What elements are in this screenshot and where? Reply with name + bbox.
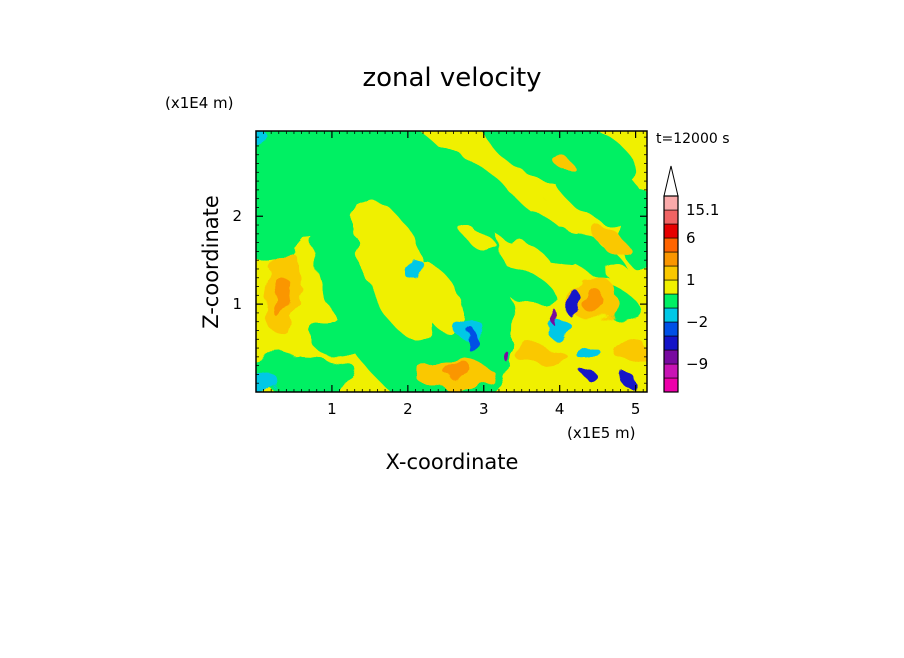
colorbar-level — [663, 349, 679, 365]
colorbar-level — [663, 335, 679, 351]
field-feature — [273, 278, 291, 318]
colorbar-level — [663, 251, 679, 267]
x-tick-label: 5 — [631, 400, 641, 418]
x-tick-label: 4 — [555, 400, 565, 418]
y-axis: 12 — [232, 136, 647, 384]
field-feature — [502, 350, 508, 360]
field-feature — [445, 364, 475, 380]
field-feature — [612, 340, 647, 360]
field-feature — [483, 262, 557, 308]
field-feature — [256, 357, 360, 392]
time-label: t=12000 s — [656, 131, 730, 147]
x-tick-label: 3 — [479, 400, 489, 418]
colorbar-level — [663, 195, 679, 211]
x-tick-label: 2 — [403, 400, 413, 418]
colorbar-level — [663, 209, 679, 225]
field-feature — [310, 312, 410, 358]
field-feature — [416, 262, 464, 338]
field-feature — [355, 199, 435, 341]
colorbar-level — [663, 223, 679, 239]
field-feature — [603, 263, 637, 287]
y-axis-label: Z-coordinate — [199, 195, 223, 329]
field-feature — [467, 328, 477, 352]
colorbar-level — [663, 265, 679, 281]
field-feature — [256, 131, 330, 263]
colorbar-level — [663, 279, 679, 295]
colorbar-level — [663, 377, 679, 393]
colorbar-label: −9 — [686, 355, 708, 373]
colorbar-label: −2 — [686, 313, 708, 331]
x-tick-label: 1 — [327, 400, 337, 418]
colorbar-level — [663, 321, 679, 337]
x-axis-label: X-coordinate — [386, 450, 519, 474]
colorbar-frame — [663, 195, 679, 393]
field-feature — [620, 190, 647, 270]
colorbar-label: 6 — [686, 229, 696, 247]
field-feature — [538, 198, 582, 232]
colorbar-level — [663, 237, 679, 253]
colorbar-label: 15.1 — [686, 201, 719, 219]
field-feature — [462, 227, 498, 253]
colorbar: 15.1 6 1 −2 −9 — [663, 165, 719, 393]
y-unit-label: (x1E4 m) — [165, 94, 234, 112]
field-feature — [573, 342, 597, 358]
colorbar-label: 1 — [686, 271, 696, 289]
field-feature — [554, 155, 646, 225]
field-feature — [620, 375, 636, 385]
field-feature — [552, 310, 558, 326]
colorbar-level — [663, 293, 679, 309]
field-feature — [549, 152, 571, 168]
x-unit-label: (x1E5 m) — [567, 424, 636, 442]
field-feature — [584, 371, 596, 379]
colorbar-level — [663, 363, 679, 379]
field-feature — [510, 241, 550, 269]
field-feature — [546, 321, 574, 339]
field-feature — [256, 368, 276, 392]
x-axis: 1 2 3 4 5 — [263, 131, 644, 418]
contour-field — [256, 131, 647, 392]
colorbar-level — [663, 307, 679, 323]
colorbar-extend-arrow — [663, 165, 679, 197]
y-tick-label: 1 — [232, 295, 242, 313]
field-feature — [593, 225, 627, 255]
field-feature — [580, 288, 604, 312]
chart-title: zonal velocity — [362, 63, 541, 93]
plot-frame — [255, 130, 648, 393]
field-feature — [256, 131, 268, 146]
field-feature — [568, 286, 576, 318]
field-feature — [515, 345, 565, 365]
field-feature — [403, 260, 427, 280]
y-tick-label: 2 — [232, 207, 242, 225]
